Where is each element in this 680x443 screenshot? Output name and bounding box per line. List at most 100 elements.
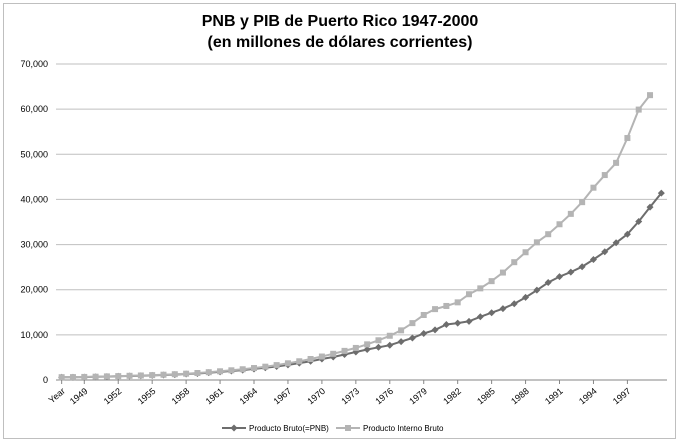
data-point xyxy=(341,347,348,354)
x-tick-label: 1958 xyxy=(170,386,192,407)
data-point xyxy=(465,291,472,298)
data-point xyxy=(386,332,393,339)
legend-label: Producto Interno Bruto xyxy=(363,424,444,433)
x-tick-label: 1949 xyxy=(68,386,90,407)
series-1 xyxy=(58,189,665,381)
data-point xyxy=(613,159,620,166)
data-point xyxy=(601,172,608,179)
data-point xyxy=(126,372,133,379)
data-point xyxy=(442,320,450,328)
data-point xyxy=(137,372,144,379)
data-point xyxy=(103,373,110,380)
data-point xyxy=(58,374,65,381)
data-point xyxy=(386,341,394,349)
x-tick-label: 1976 xyxy=(373,386,395,407)
data-point xyxy=(183,370,190,377)
data-point xyxy=(556,221,563,228)
legend-item-1: Producto Bruto(=PNB) xyxy=(222,424,329,433)
data-point xyxy=(589,255,597,263)
y-axis-ticks: 0 10,000 20,000 30,000 40,000 50,000 60,000 70,… xyxy=(20,59,48,385)
data-point xyxy=(217,368,224,375)
data-point xyxy=(499,305,507,313)
x-tick-label: 1985 xyxy=(475,386,497,407)
legend-item-2: Producto Interno Bruto xyxy=(336,424,444,433)
data-point xyxy=(251,365,258,372)
legend-label: Producto Bruto(=PNB) xyxy=(249,424,329,433)
data-point xyxy=(522,293,530,301)
data-point xyxy=(624,135,631,142)
y-tick-label: 50,000 xyxy=(20,149,48,159)
data-point xyxy=(533,286,541,294)
x-tick-label: 1964 xyxy=(238,386,260,407)
data-point xyxy=(567,210,574,217)
x-tick-label: 1991 xyxy=(543,386,565,407)
data-point xyxy=(454,299,461,306)
legend-marker xyxy=(345,425,351,431)
data-point xyxy=(81,373,88,380)
x-tick-label: 1961 xyxy=(204,386,226,407)
series-2 xyxy=(58,92,654,381)
data-point xyxy=(160,371,167,378)
data-point xyxy=(352,344,359,351)
legend-marker xyxy=(230,424,238,432)
chart-title: PNB y PIB de Puerto Rico 1947-2000 xyxy=(201,13,479,30)
data-point xyxy=(635,106,642,113)
y-tick-label: 70,000 xyxy=(20,59,48,69)
data-point xyxy=(465,317,473,325)
data-point xyxy=(171,371,178,378)
x-tick-label: 1952 xyxy=(102,386,124,407)
data-point xyxy=(488,278,495,285)
x-tick-label: 1997 xyxy=(611,386,633,407)
y-tick-label: 40,000 xyxy=(20,194,48,204)
data-point xyxy=(262,363,269,370)
data-point xyxy=(409,320,416,327)
data-point xyxy=(612,239,620,247)
data-point xyxy=(601,248,609,256)
chart-subtitle: (en millones de dólares corrientes) xyxy=(207,34,473,51)
x-tick-label: 1982 xyxy=(441,386,463,407)
data-point xyxy=(239,366,246,373)
data-point xyxy=(544,278,552,286)
data-point xyxy=(431,326,439,334)
data-point xyxy=(646,203,654,211)
y-tick-label: 0 xyxy=(43,375,48,385)
data-point xyxy=(364,341,371,348)
data-point xyxy=(556,273,564,281)
data-point xyxy=(476,313,484,321)
data-point xyxy=(657,189,665,197)
data-point xyxy=(194,370,201,377)
data-point xyxy=(420,311,427,318)
data-point xyxy=(432,306,439,313)
data-point xyxy=(567,268,575,276)
y-tick-label: 20,000 xyxy=(20,285,48,295)
data-point xyxy=(374,343,382,351)
data-point xyxy=(420,330,428,338)
data-point xyxy=(408,334,416,342)
data-point xyxy=(454,319,462,327)
data-point xyxy=(318,353,325,360)
y-tick-label: 10,000 xyxy=(20,330,48,340)
y-tick-label: 60,000 xyxy=(20,104,48,114)
data-point xyxy=(330,350,337,357)
data-point xyxy=(635,218,643,226)
data-point xyxy=(69,374,76,381)
x-tick-label: 1988 xyxy=(509,386,531,407)
x-tick-label: 1973 xyxy=(339,386,361,407)
x-tick-label: 1979 xyxy=(407,386,429,407)
legend: Producto Bruto(=PNB) Producto Interno Bru… xyxy=(222,424,444,433)
data-point xyxy=(149,372,156,379)
series-layer xyxy=(58,92,665,381)
data-point xyxy=(228,367,235,374)
x-tick-label: 1970 xyxy=(305,386,327,407)
data-point xyxy=(296,358,303,365)
data-point xyxy=(522,249,529,256)
data-point xyxy=(363,346,371,354)
data-point xyxy=(477,285,484,292)
data-point xyxy=(92,373,99,380)
data-point xyxy=(273,362,280,369)
data-point xyxy=(590,184,597,191)
x-tick-label: 1955 xyxy=(136,386,158,407)
data-point xyxy=(578,263,586,271)
data-point xyxy=(499,269,506,276)
